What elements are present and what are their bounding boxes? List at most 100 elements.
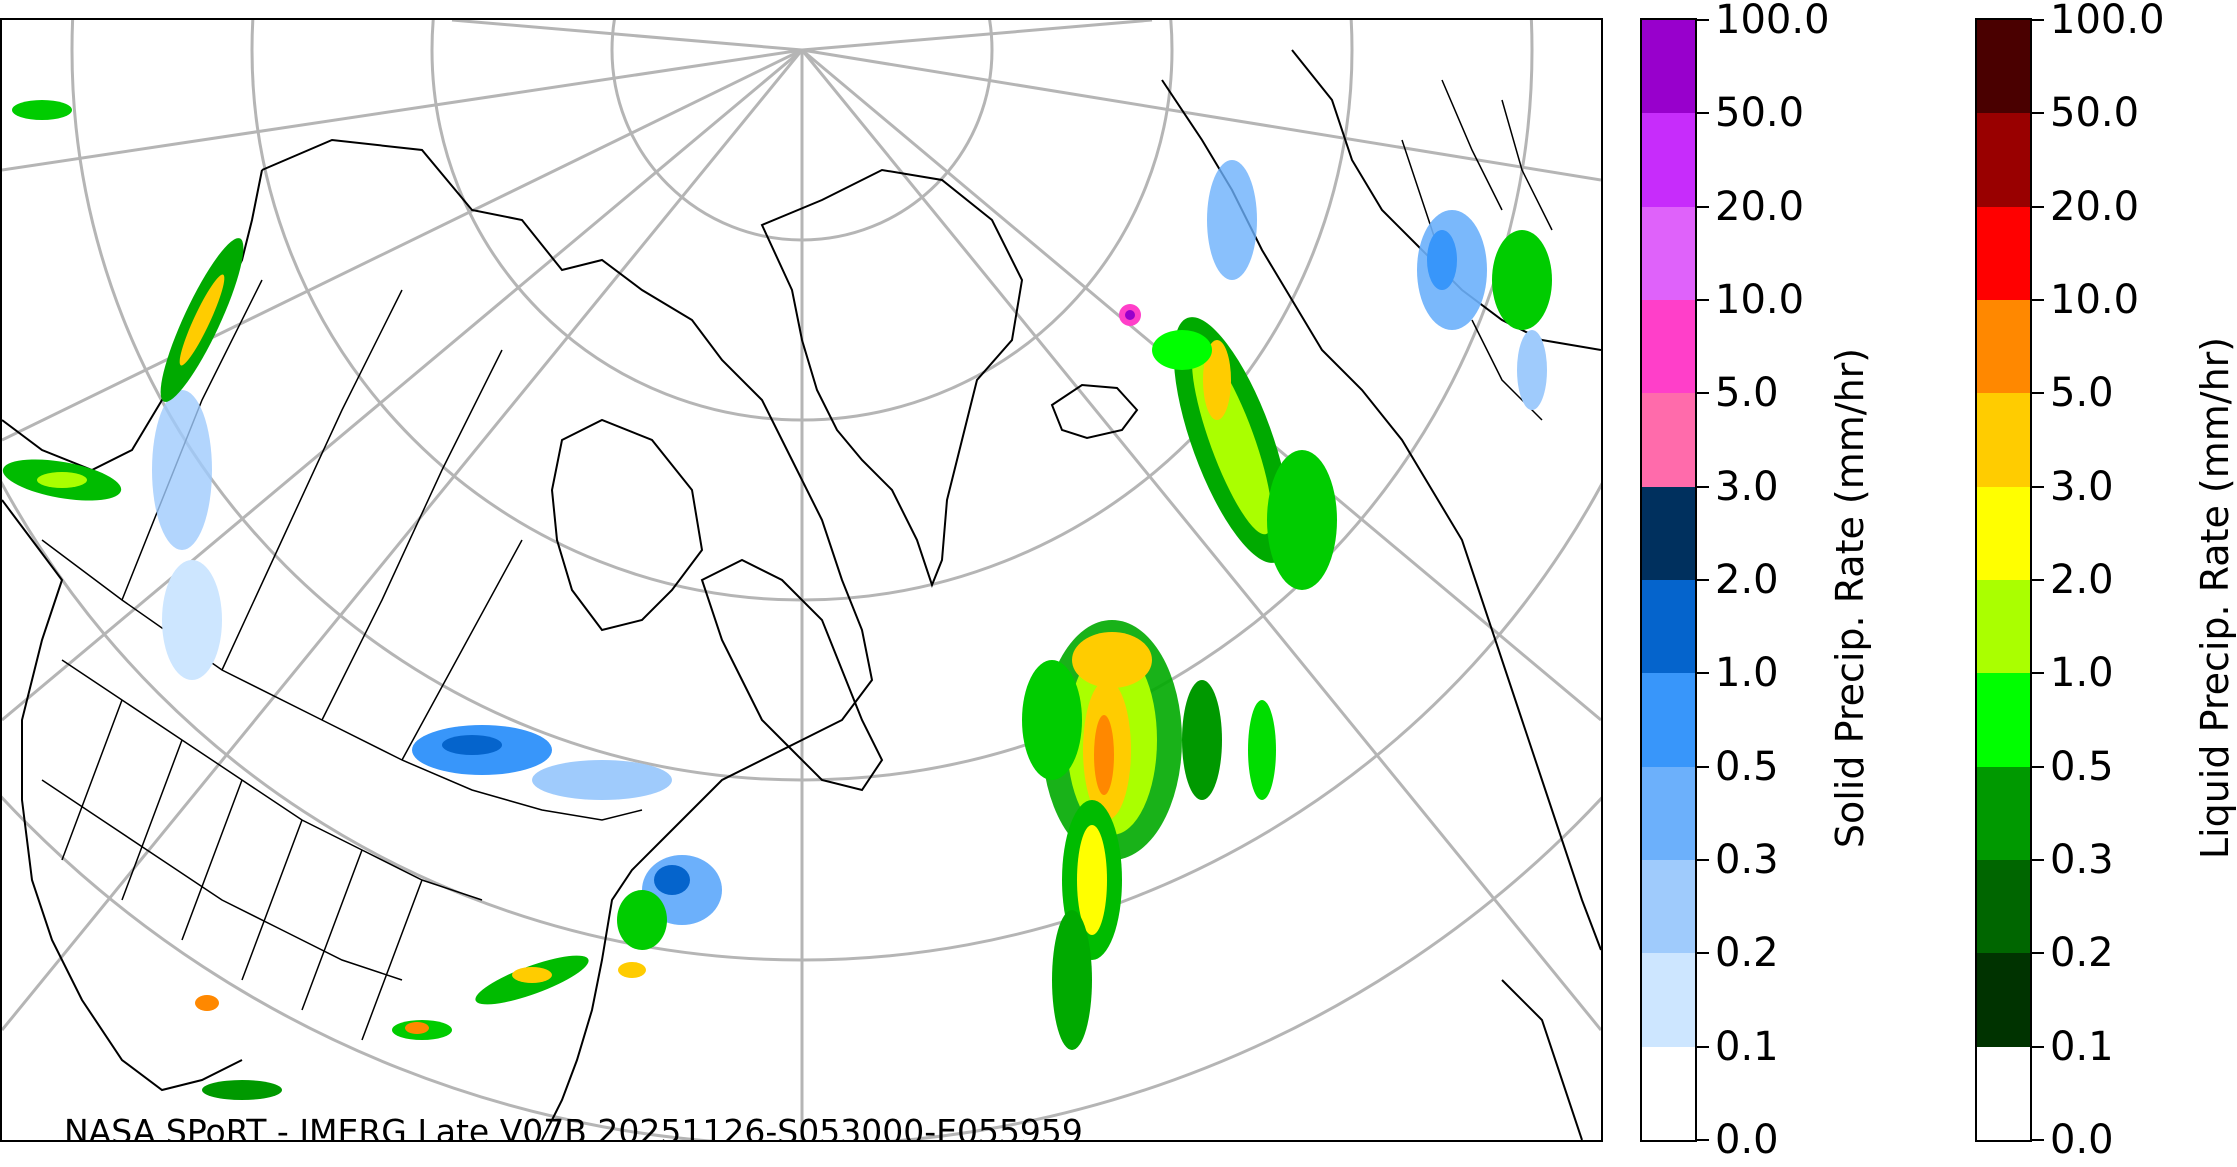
colorbar-segment [1977, 766, 2030, 860]
hudson-bay-coast [550, 418, 704, 632]
colorbar-tick-label: 5.0 [2050, 370, 2114, 417]
precipitation-map: NASA SPoRT - IMERG Late V07B 20251126-S0… [0, 18, 1603, 1142]
map-caption: NASA SPoRT - IMERG Late V07B 20251126-S0… [64, 1112, 1083, 1142]
colorbar-tick [2032, 952, 2044, 955]
meridian [2, 48, 803, 172]
pacific-rain [2, 100, 244, 501]
colorbar-segment [1642, 952, 1695, 1047]
colorbar-segment [1642, 19, 1695, 114]
colorbar-segment [1642, 672, 1695, 767]
africa-coast [1501, 979, 1583, 1140]
colorbar-tick [1697, 672, 1709, 675]
colorbar-tick-label: 0.3 [1715, 837, 1779, 883]
colorbar-tick-label: 0.0 [2050, 1117, 2114, 1163]
colorbar-segment [1642, 392, 1695, 487]
colorbar-tick [2032, 1139, 2044, 1141]
colorbar-tick-label: 2.0 [2050, 557, 2114, 603]
colorbar-tick [1697, 765, 1709, 768]
colorbar-segment [1977, 1046, 2030, 1140]
colorbar-tick-label: 0.0 [1715, 1117, 1779, 1163]
colorbar-segment [1977, 486, 2030, 580]
meridian [2, 49, 804, 1031]
colorbar-tick [2032, 672, 2044, 675]
atlantic-storm [1022, 620, 1276, 1050]
map-canvas [2, 20, 1601, 1140]
colorbar-tick [2032, 392, 2044, 395]
colorbar-segment [1642, 206, 1695, 300]
colorbar-segment [1642, 486, 1695, 580]
colorbar-segment [1977, 579, 2030, 674]
colorbar-tick-label: 3.0 [2050, 463, 2114, 510]
colorbar-tick-label: 100.0 [2050, 0, 2165, 43]
colorbar-tick-label: 0.5 [1715, 743, 1779, 790]
colorbar-segment [1977, 299, 2030, 394]
colorbar-tick [1697, 952, 1709, 955]
colorbar-segment [1642, 859, 1695, 954]
colorbar-tick [1697, 19, 1709, 21]
colorbar-tick [2032, 299, 2044, 301]
state-borders [41, 659, 483, 1041]
colorbar-tick-label: 20.0 [2050, 183, 2140, 230]
greenland-coast [760, 168, 1024, 588]
solid-precip-colorbar-title: Solid Precip. Rate (mm/hr) [1828, 347, 1873, 849]
colorbar-tick [1697, 392, 1709, 395]
colorbar-tick-label: 0.2 [2050, 930, 2114, 977]
colorbar-tick [2032, 485, 2044, 488]
iceland-coast [1050, 383, 1139, 440]
norwegian-sea-band [1119, 304, 1337, 590]
west-coast [2, 499, 243, 1092]
colorbar-tick-label: 1.0 [1715, 650, 1779, 697]
great-lakes-snow [152, 390, 722, 925]
colorbar-segment [1642, 766, 1695, 860]
north-america-coast [261, 138, 874, 1140]
colorbar-tick [2032, 765, 2044, 768]
meridian [801, 20, 1153, 52]
colorbar-segment [1977, 112, 2030, 207]
colorbar-segment [1642, 112, 1695, 207]
precipitation-field [2, 100, 1552, 1100]
europe-borders [1401, 79, 1553, 421]
pacific-coast [2, 169, 263, 472]
colorbar-tick-label: 20.0 [1715, 183, 1805, 230]
colorbar-segment [1642, 1046, 1695, 1140]
colorbar-tick [1697, 299, 1709, 301]
colorbar-segment [1977, 392, 2030, 487]
colorbar-tick-label: 0.1 [2050, 1023, 2114, 1070]
colorbar-tick [1697, 1139, 1709, 1141]
colorbar-tick-label: 0.3 [2050, 837, 2114, 883]
eastern-us-rain [195, 890, 667, 1100]
colorbar-tick [1697, 1045, 1709, 1048]
colorbar-tick-label: 10.0 [1715, 277, 1805, 323]
colorbar-tick-label: 3.0 [1715, 463, 1779, 510]
labrador-coast [700, 558, 884, 792]
colorbar-tick-label: 50.0 [2050, 90, 2140, 137]
colorbar-tick [1697, 205, 1709, 208]
colorbar-tick-label: 100.0 [1715, 0, 1830, 43]
graticule [2, 20, 1601, 1140]
colorbar-tick [1697, 579, 1709, 581]
meridian [800, 49, 1601, 1031]
colorbar-segment [1977, 672, 2030, 767]
colorbar-tick-label: 2.0 [1715, 557, 1779, 603]
colorbar-tick-label: 0.2 [1715, 930, 1779, 977]
liquid-precip-colorbar-title: Liquid Precip. Rate (mm/hr) [2193, 336, 2237, 860]
colorbar-segment [1977, 859, 2030, 954]
colorbar-tick-label: 50.0 [1715, 90, 1805, 137]
meridian [451, 20, 803, 52]
colorbar-tick-label: 0.1 [1715, 1023, 1779, 1070]
meridian [2, 48, 803, 442]
colorbar-segment [1977, 952, 2030, 1047]
meridian [801, 48, 1601, 182]
solid-precip-colorbar [1640, 18, 1697, 1142]
colorbar-tick-label: 1.0 [2050, 650, 2114, 697]
colorbar-tick [2032, 19, 2044, 21]
colorbar-tick [2032, 112, 2044, 115]
colorbar-tick [1697, 859, 1709, 861]
colorbar-tick-label: 10.0 [2050, 277, 2140, 323]
colorbar-tick [1697, 112, 1709, 115]
colorbar-tick-label: 0.5 [2050, 743, 2114, 790]
europe-snow [1207, 160, 1552, 410]
meridian [2, 48, 803, 722]
colorbar-segment [1977, 19, 2030, 114]
colorbar-tick [2032, 579, 2044, 581]
